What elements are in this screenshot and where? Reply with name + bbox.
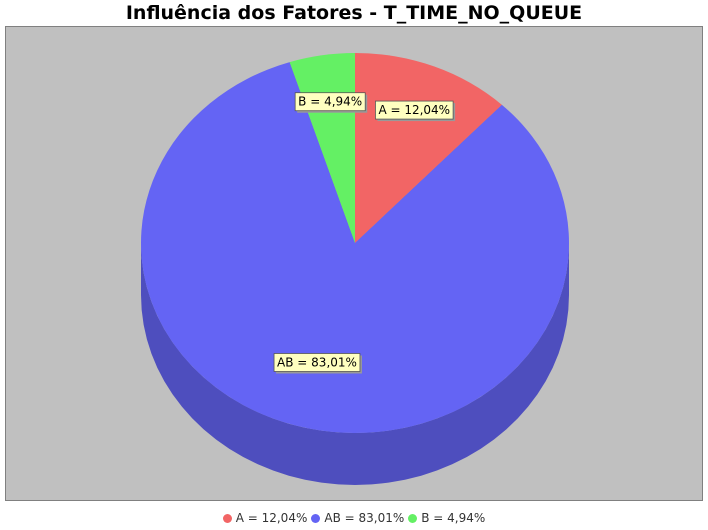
slice-label-ab: AB = 83,01% — [273, 353, 362, 374]
legend-label: B = 4,94% — [421, 511, 486, 525]
chart-title: Influência dos Fatores - T_TIME_NO_QUEUE — [125, 2, 583, 24]
slice-label-text: A = 12,04% — [378, 103, 450, 117]
slice-label-b: B = 4,94% — [294, 92, 368, 113]
pie-slice-a — [355, 53, 502, 243]
legend-label: AB = 83,01% — [324, 511, 405, 525]
pie-chart: A = 12,04% AB = 83,01% B = 4,94% — [141, 53, 570, 485]
legend-item-1: AB = 83,01% — [311, 511, 404, 525]
label-box — [294, 92, 366, 112]
legend-item-0: A = 12,04% — [222, 511, 308, 525]
legend-swatch-icon — [222, 513, 232, 523]
slice-label-text: B = 4,94% — [298, 95, 362, 109]
legend-swatch-icon — [311, 513, 321, 523]
label-box — [375, 100, 454, 120]
slice-label-a: A = 12,04% — [375, 100, 456, 122]
pie-slice-ab — [141, 62, 570, 433]
legend-label: A = 12,04% — [235, 511, 308, 525]
pie-side-ab — [141, 243, 569, 485]
plot-area: A = 12,04% AB = 83,01% B = 4,94% — [5, 26, 703, 501]
legend-swatch-icon — [408, 513, 418, 523]
legend-item-2: B = 4,94% — [408, 511, 485, 525]
label-box — [273, 353, 361, 372]
slice-label-text: AB = 83,01% — [277, 356, 357, 370]
legend: A = 12,04% AB = 83,01% B = 4,94% — [0, 508, 708, 528]
